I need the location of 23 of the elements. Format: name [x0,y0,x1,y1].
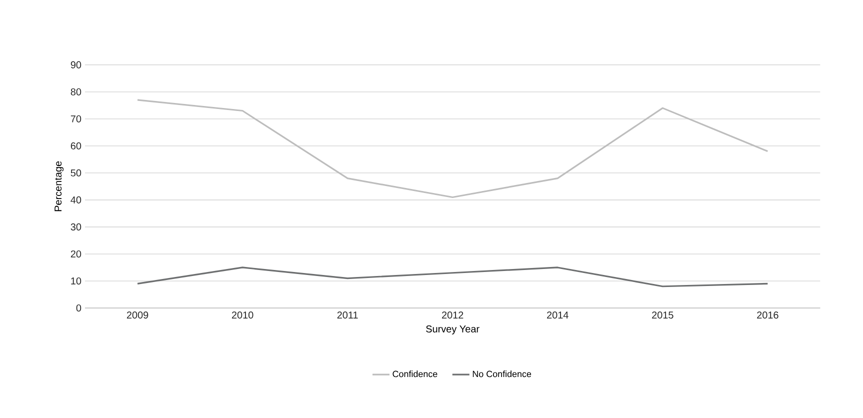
x-tick-label: 2010 [232,312,254,319]
x-axis-title: Survey Year [426,325,480,334]
y-tick-label: 0 [76,304,82,312]
x-tick-label: 2014 [547,312,568,319]
y-tick-label: 90 [70,61,82,68]
y-tick-label: 30 [70,223,82,230]
legend-label: Confidence [392,370,438,378]
line-series [136,99,768,198]
x-tick-label: 2012 [442,312,464,319]
legend-label: No Confidence [472,370,532,378]
y-tick-label: 50 [70,169,82,176]
x-tick-label: 2011 [337,312,358,319]
line-series [136,266,768,288]
y-axis-title: Percentage [54,161,64,212]
y-tick-label: 40 [70,196,82,204]
x-tick-label: 2016 [757,312,778,319]
x-tick-label: 2009 [126,312,148,319]
y-tick-label: 20 [70,250,82,258]
x-tick-label: 2015 [652,312,674,319]
y-tick-label: 80 [70,88,82,96]
y-tick-label: 60 [70,142,82,150]
y-tick-label: 10 [71,277,82,285]
y-tick-label: 70 [70,115,82,122]
